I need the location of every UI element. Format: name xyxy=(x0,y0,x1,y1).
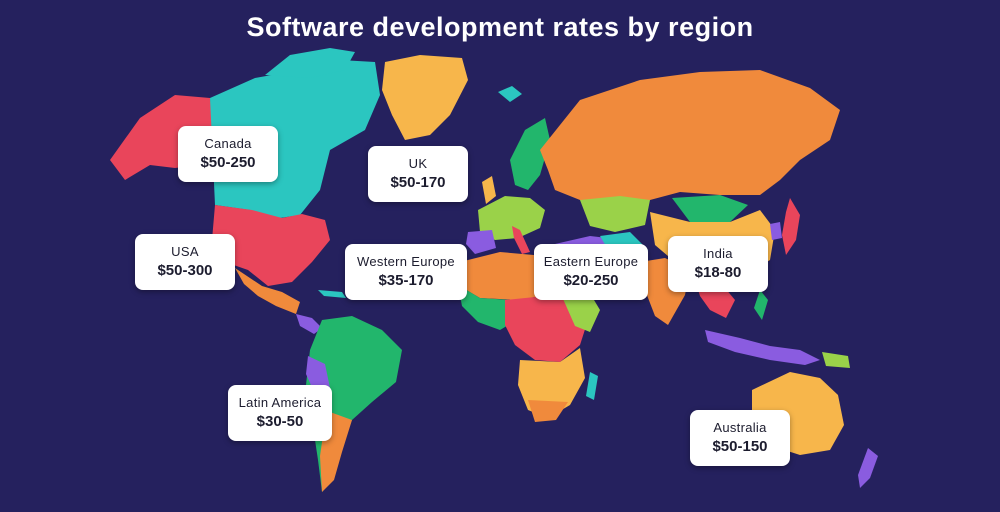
region-name: Western Europe xyxy=(357,254,455,269)
land-philippines xyxy=(754,290,768,320)
region-label-canada: Canada $50-250 xyxy=(178,126,278,182)
land-russia xyxy=(540,70,840,205)
land-madagascar xyxy=(586,372,598,400)
land-iberia xyxy=(466,230,496,254)
land-peru xyxy=(306,356,330,392)
land-new-zealand xyxy=(858,448,878,488)
land-west-africa xyxy=(458,285,520,330)
region-rate: $30-50 xyxy=(256,413,304,430)
land-png xyxy=(822,352,850,368)
region-name: Latin America xyxy=(238,395,322,410)
land-indonesia xyxy=(705,330,820,365)
land-arctic-islands xyxy=(265,48,355,78)
region-rate: $50-250 xyxy=(200,154,256,171)
region-name: Australia xyxy=(713,420,767,435)
region-rate: $50-170 xyxy=(390,174,446,191)
region-rate: $35-170 xyxy=(378,272,434,289)
page-title: Software development rates by region xyxy=(246,12,754,42)
land-usa xyxy=(212,205,330,286)
land-mexico xyxy=(235,268,300,314)
region-label-latin-america: Latin America $30-50 xyxy=(228,385,332,441)
land-cuba xyxy=(318,290,346,298)
region-name: USA xyxy=(171,244,199,259)
land-scandinavia xyxy=(510,118,550,190)
land-south-africa xyxy=(528,400,568,422)
land-korea xyxy=(770,222,782,240)
region-label-india: India $18-80 xyxy=(668,236,768,292)
land-uk-isles xyxy=(482,176,496,204)
region-name: India xyxy=(703,246,733,261)
land-mongolia xyxy=(672,195,748,222)
region-name: UK xyxy=(408,156,428,171)
region-name: Canada xyxy=(204,136,252,151)
land-kazakhstan xyxy=(580,196,650,232)
land-central-america xyxy=(296,314,322,334)
region-label-eastern-europe: Eastern Europe $20-250 xyxy=(534,244,648,300)
land-east-africa xyxy=(560,290,600,332)
region-rate: $18-80 xyxy=(694,264,742,281)
land-italy xyxy=(512,226,530,254)
region-rate: $50-150 xyxy=(712,438,768,455)
region-rate: $20-250 xyxy=(563,272,619,289)
land-japan xyxy=(782,198,800,255)
region-label-australia: Australia $50-150 xyxy=(690,410,790,466)
land-iceland xyxy=(498,86,522,102)
land-western-europe xyxy=(478,196,545,240)
land-greenland xyxy=(382,55,468,140)
region-name: Eastern Europe xyxy=(543,254,639,269)
region-label-uk: UK $50-170 xyxy=(368,146,468,202)
region-label-usa: USA $50-300 xyxy=(135,234,235,290)
region-label-western-europe: Western Europe $35-170 xyxy=(345,244,467,300)
land-central-africa xyxy=(505,296,588,362)
region-rate: $50-300 xyxy=(157,262,213,279)
